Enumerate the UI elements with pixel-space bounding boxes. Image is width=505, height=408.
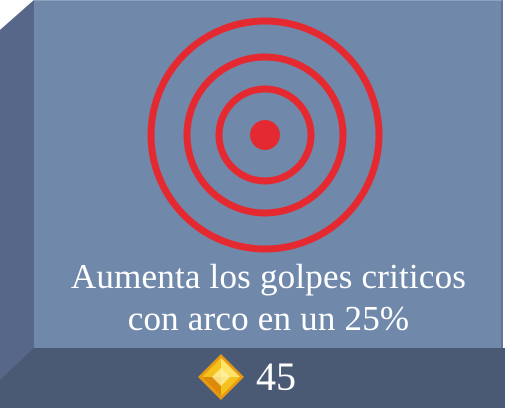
skill-cost: 45 [196, 352, 296, 402]
gem-icon [198, 354, 244, 400]
skill-description-line2: con arco en un 25% [127, 299, 410, 338]
skill-description-line1: Aumenta los golpes criticos [70, 257, 467, 296]
cost-value: 45 [256, 354, 296, 399]
skill-description: Aumenta los golpes criticos con arco en … [34, 256, 503, 340]
